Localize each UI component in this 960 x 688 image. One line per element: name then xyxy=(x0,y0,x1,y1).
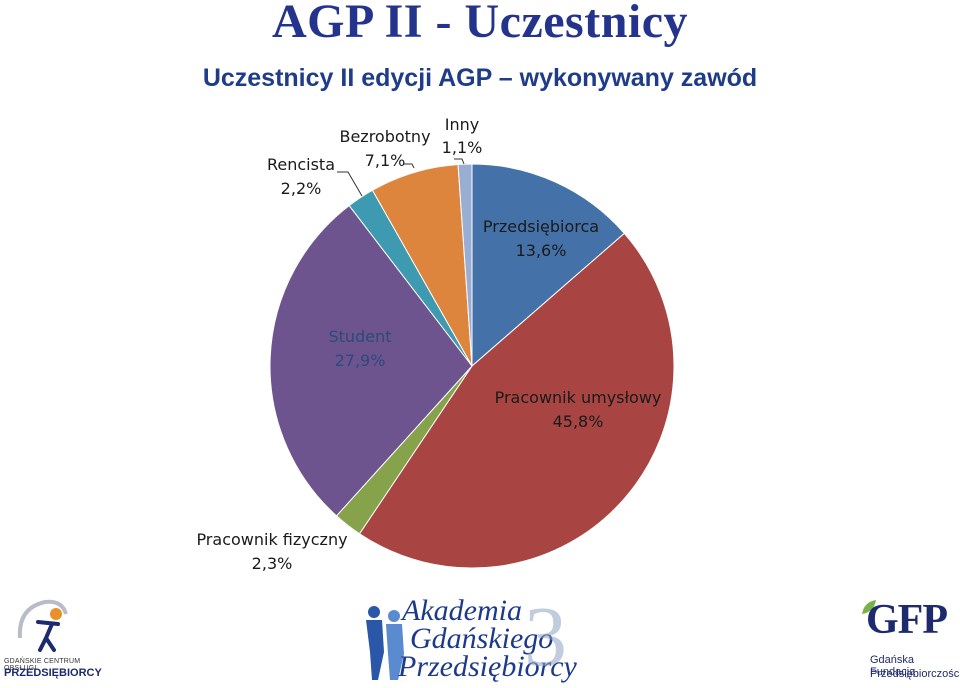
gfp-mark: GFP xyxy=(866,597,948,643)
slice-label-przedsiebiorca: Przedsiębiorca 13,6% xyxy=(483,217,599,260)
slice-value: 13,6% xyxy=(516,241,567,260)
slice-value: 45,8% xyxy=(553,412,604,431)
agp-logo-line2: Gdańskiego xyxy=(410,622,554,655)
gcop-logo-line1: GDAŃSKIE CENTRUM OBSŁUGI xyxy=(4,658,81,672)
leader-lines xyxy=(337,158,465,197)
slice-name: Pracownik umysłowy xyxy=(495,388,662,407)
agp-logo-line1: Akademia xyxy=(402,594,522,627)
gcop-logo: GDAŃSKIE CENTRUM OBSŁUGI PRZEDSIĘBIORCY xyxy=(0,588,110,688)
slice-value: 27,9% xyxy=(335,351,386,370)
slice-name: Pracownik fizyczny xyxy=(196,530,347,549)
slice-label-student: Student 27,9% xyxy=(329,327,392,370)
slice-value: 1,1% xyxy=(442,138,483,157)
pie-slices xyxy=(269,163,675,569)
slice-label-inny: Inny 1,1% xyxy=(442,115,483,157)
leader-line-bezrobotny xyxy=(404,163,415,169)
pie-slice-przedsiębiorca xyxy=(471,163,626,368)
pie-slice-student xyxy=(269,204,473,517)
agp-logo-number: 3 xyxy=(524,588,567,684)
agp-logo: Akademia Gdańskiego Przedsiębiorcy 3 xyxy=(340,588,580,686)
gfp-line2: Przedsiębiorczości xyxy=(870,668,960,680)
leader-line-inny xyxy=(454,158,465,165)
slice-label-pracownik-umyslowy: Pracownik umysłowy 45,8% xyxy=(495,388,662,431)
agp-logo-line3: Przedsiębiorcy xyxy=(398,650,577,683)
slice-value: 2,3% xyxy=(252,554,293,573)
pie-slice-pracownik-umysłowy xyxy=(358,232,675,569)
leader-line-rencista xyxy=(337,171,363,197)
page-title: AGP II - Uczestnicy xyxy=(271,0,689,48)
person-icon xyxy=(17,599,68,652)
business-people-icon xyxy=(366,606,404,680)
slice-name: Student xyxy=(329,327,392,346)
slice-label-bezrobotny: Bezrobotny 7,1% xyxy=(339,127,430,170)
gcop-logo-line2: PRZEDSIĘBIORCY xyxy=(4,667,102,679)
slice-name: Przedsiębiorca xyxy=(483,217,599,236)
slice-name: Inny xyxy=(445,115,479,134)
gfp-logo: GFP Gdańska Fundacja Przedsiębiorczości xyxy=(860,597,960,688)
slice-value: 2,2% xyxy=(281,179,322,198)
slice-name: Bezrobotny xyxy=(339,127,430,146)
pie-slice-inny xyxy=(457,163,473,367)
chart-title: Uczestnicy II edycji AGP – wykonywany za… xyxy=(202,64,758,92)
gfp-line1: Gdańska Fundacja xyxy=(870,654,916,678)
leaf-icon xyxy=(862,600,876,614)
slice-name: Rencista xyxy=(267,155,335,174)
slice-label-pracownik-fizyczny: Pracownik fizyczny 2,3% xyxy=(196,530,347,573)
slice-label-rencista: Rencista 2,2% xyxy=(267,155,335,198)
slice-value: 7,1% xyxy=(365,151,406,170)
